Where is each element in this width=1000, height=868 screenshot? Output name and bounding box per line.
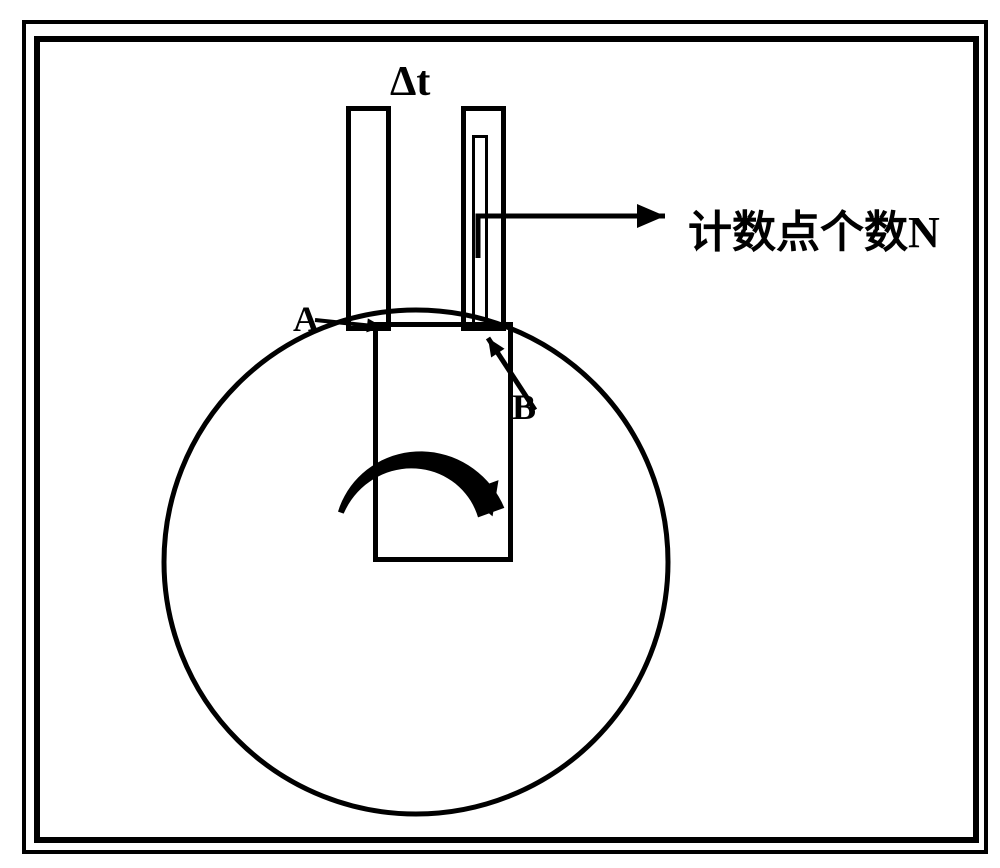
label-B: B (512, 386, 536, 428)
label-A: A (293, 298, 319, 340)
diagram-canvas: Δt A B 计数点个数N (0, 0, 1000, 868)
sensor-left (346, 106, 391, 331)
shaft-sleeve (373, 322, 513, 562)
label-delta-t: Δt (390, 58, 430, 106)
sensor-inner-stripe (472, 135, 488, 326)
label-count-N: 计数点个数N (688, 196, 940, 260)
